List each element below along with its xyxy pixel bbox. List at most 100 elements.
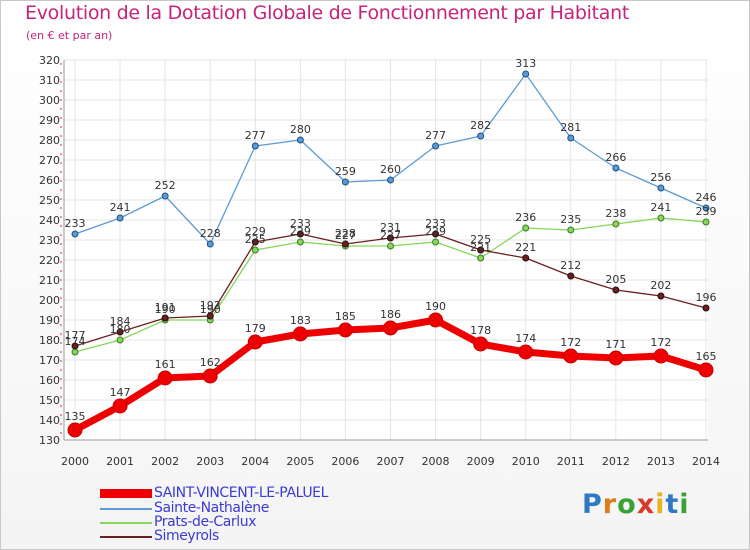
x-tick-label: 2003 — [196, 455, 224, 468]
data-label: 183 — [290, 314, 311, 327]
data-point — [251, 238, 259, 246]
data-label: 233 — [65, 217, 86, 230]
data-label: 229 — [425, 225, 446, 238]
data-point — [383, 320, 398, 336]
data-label: 171 — [605, 338, 626, 351]
data-point — [296, 136, 304, 144]
data-label: 228 — [335, 227, 356, 240]
data-label: 227 — [380, 229, 401, 242]
legend-label: SAINT-VINCENT-LE-PALUEL — [154, 485, 329, 501]
data-point — [206, 240, 214, 248]
data-label: 162 — [200, 356, 221, 369]
data-point — [296, 238, 304, 246]
y-tick-label: 180 — [39, 334, 60, 347]
y-tick-label: 250 — [39, 194, 60, 207]
data-point — [522, 254, 530, 262]
data-point — [702, 204, 710, 212]
data-label: 180 — [110, 323, 131, 336]
y-tick-label: 240 — [39, 214, 60, 227]
data-point — [567, 134, 575, 142]
data-label: 186 — [380, 308, 401, 321]
data-point — [522, 70, 530, 78]
data-label: 221 — [470, 241, 491, 254]
y-tick-label: 130 — [39, 434, 60, 447]
data-point — [206, 312, 214, 320]
data-label: 190 — [155, 303, 176, 316]
data-label: 246 — [696, 191, 717, 204]
data-label: 229 — [290, 225, 311, 238]
x-tick-label: 2005 — [286, 455, 314, 468]
y-tick-label: 270 — [39, 154, 60, 167]
data-label: 172 — [560, 336, 581, 349]
data-label: 233 — [290, 217, 311, 230]
data-point — [161, 192, 169, 200]
data-label: 231 — [380, 221, 401, 234]
data-point — [657, 292, 665, 300]
x-tick-label: 2001 — [106, 455, 134, 468]
data-point — [567, 272, 575, 280]
data-point — [473, 336, 489, 352]
x-tick-label: 2007 — [377, 455, 405, 468]
y-tick-label: 210 — [39, 274, 60, 287]
y-tick-label: 150 — [39, 394, 60, 407]
data-point — [432, 238, 440, 246]
data-point — [387, 242, 394, 250]
x-tick-label: 2000 — [61, 455, 89, 468]
data-label: 277 — [245, 129, 266, 142]
logo-letter: i — [679, 489, 690, 520]
y-tick-label: 190 — [39, 314, 60, 327]
x-tick-label: 2004 — [241, 455, 269, 468]
data-point — [608, 350, 624, 366]
y-tick-label: 170 — [39, 354, 60, 367]
data-point — [292, 326, 308, 342]
data-label: 212 — [560, 259, 581, 272]
y-tick-label: 200 — [39, 294, 60, 307]
data-point — [112, 398, 128, 414]
data-point — [341, 178, 349, 186]
data-label: 238 — [605, 207, 626, 220]
data-label: 252 — [155, 179, 176, 192]
data-label: 165 — [696, 350, 717, 363]
legend-label: Sainte-Nathalène — [154, 500, 269, 516]
y-tick-label: 260 — [39, 174, 60, 187]
x-tick-label: 2002 — [151, 455, 179, 468]
data-point — [251, 142, 259, 150]
data-point — [161, 314, 169, 322]
y-tick-label: 300 — [39, 94, 60, 107]
logo-letter: x — [636, 489, 656, 520]
data-point — [563, 348, 579, 364]
x-tick-label: 2011 — [557, 455, 585, 468]
data-point — [247, 334, 263, 350]
legend-label: Prats-de-Carlux — [154, 514, 257, 530]
data-label: 260 — [380, 163, 401, 176]
data-point — [116, 336, 124, 344]
y-tick-label: 290 — [39, 114, 60, 127]
data-point — [612, 164, 620, 172]
x-tick-label: 2008 — [422, 455, 450, 468]
x-tick-label: 2012 — [602, 455, 630, 468]
data-label: 313 — [515, 57, 536, 70]
x-tick-label: 2014 — [692, 455, 720, 468]
data-point — [612, 220, 620, 228]
data-point — [522, 224, 530, 232]
data-label: 233 — [425, 217, 446, 230]
data-point — [116, 328, 124, 336]
data-point — [71, 342, 79, 350]
data-label: 190 — [200, 303, 221, 316]
data-point — [477, 132, 485, 140]
data-label: 256 — [650, 171, 671, 184]
data-label: 205 — [605, 273, 626, 286]
logo-letter: t — [665, 489, 680, 520]
proxiti-logo: Proxiti — [582, 489, 690, 520]
data-label: 259 — [335, 165, 356, 178]
data-label: 135 — [65, 410, 86, 423]
data-label: 178 — [470, 324, 491, 337]
data-label: 266 — [605, 151, 626, 164]
y-tick-label: 320 — [39, 54, 60, 67]
data-label: 192 — [200, 299, 221, 312]
y-tick-label: 310 — [39, 74, 60, 87]
legend-swatch — [100, 522, 152, 524]
data-label: 202 — [650, 279, 671, 292]
logo-letter: r — [602, 489, 618, 520]
